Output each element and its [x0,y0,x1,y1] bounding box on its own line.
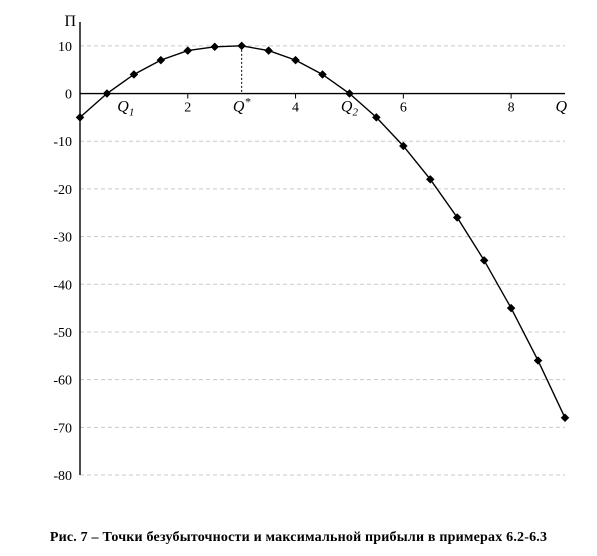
chart-svg: -80-70-60-50-40-30-20-100102468ПQQ*Q1Q2 [20,10,577,500]
svg-text:6: 6 [400,101,407,116]
svg-text:8: 8 [508,101,515,116]
svg-text:П: П [64,13,76,30]
page: -80-70-60-50-40-30-20-100102468ПQQ*Q1Q2 … [0,0,597,556]
svg-text:0: 0 [65,88,72,103]
svg-text:-80: -80 [53,469,72,484]
svg-text:-20: -20 [53,183,72,198]
svg-text:-60: -60 [53,374,72,389]
svg-text:Q: Q [555,99,567,116]
svg-text:2: 2 [184,101,191,116]
svg-text:-70: -70 [53,421,72,436]
svg-text:-50: -50 [53,326,72,341]
svg-text:-40: -40 [53,278,72,293]
svg-text:-10: -10 [53,135,72,150]
figure-caption: Рис. 7 – Точки безубыточности и максимал… [0,530,597,546]
svg-text:-30: -30 [53,231,72,246]
svg-text:4: 4 [292,101,299,116]
profit-chart: -80-70-60-50-40-30-20-100102468ПQQ*Q1Q2 [20,10,577,500]
svg-text:10: 10 [58,40,72,55]
